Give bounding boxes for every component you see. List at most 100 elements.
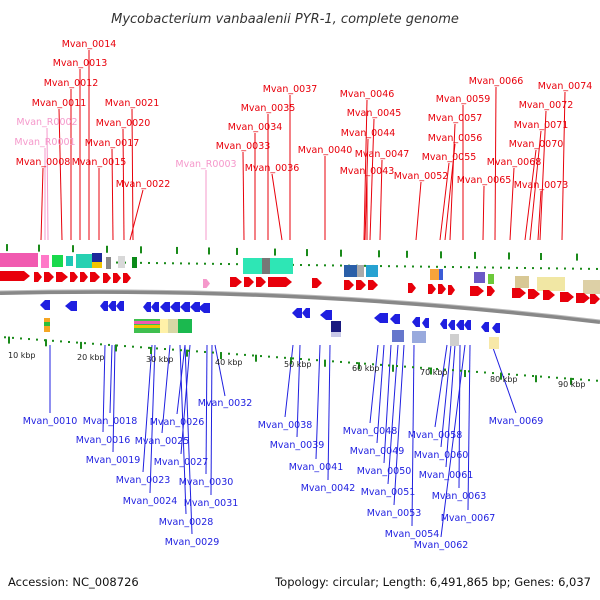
feature-box (474, 272, 485, 283)
leader-line (411, 344, 415, 527)
leader-line (379, 159, 383, 241)
feature-box (488, 274, 494, 284)
gene-label: Mvan_0030 (179, 477, 234, 488)
gene-label: Mvan_0071 (514, 120, 569, 131)
gene-label: Mvan_0051 (361, 487, 416, 498)
gene-arrow (116, 301, 124, 311)
gene-label: Mvan_0015 (72, 157, 127, 168)
gene-arrow (344, 280, 354, 290)
gene-arrow (492, 323, 500, 333)
gene-arrow (143, 302, 151, 312)
gene-label: Mvan_0063 (432, 491, 487, 502)
gene-arrow (560, 292, 574, 302)
gene-label: Mvan_0018 (83, 416, 138, 427)
gene-arrow (438, 284, 446, 294)
gene-label: Mvan_0032 (198, 398, 253, 409)
gene-arrow (412, 317, 420, 327)
leader-line (214, 344, 226, 397)
leader-line (439, 162, 450, 241)
feature-box (331, 332, 341, 337)
gene-arrow (56, 272, 68, 282)
gene-label: Mvan_0036 (245, 163, 300, 174)
leader-line (161, 344, 171, 434)
feature-box (515, 276, 529, 288)
gene-arrow (170, 302, 180, 312)
gene-arrow (422, 318, 429, 328)
gene-label: Mvan_0017 (85, 138, 140, 149)
leader-line (142, 344, 153, 473)
leader-line (387, 344, 399, 485)
leader-line (271, 173, 283, 241)
leader-line (369, 118, 375, 241)
gene-label: Mvan_R0003 (175, 159, 236, 170)
gene-arrow (203, 279, 210, 288)
genome-summary: Topology: circular; Length: 6,491,865 bp… (274, 575, 591, 589)
feature-box (537, 277, 565, 291)
feature-box (583, 280, 600, 294)
gene-arrow (292, 308, 302, 318)
leader-line (449, 123, 456, 241)
gene-label: Mvan_R0001 (14, 137, 75, 148)
leader-line (179, 344, 187, 515)
gene-label: Mvan_0037 (263, 84, 318, 95)
gene-arrow (108, 301, 116, 311)
gene-arrow (320, 310, 332, 320)
gene-arrow (356, 280, 366, 290)
leader-line (440, 344, 452, 448)
feature-box (344, 265, 357, 277)
gene-arrow (440, 319, 447, 329)
gene-arrow (374, 313, 388, 323)
gene-label: Mvan_0029 (165, 537, 220, 548)
gene-arrow (481, 322, 489, 332)
gene-arrow (448, 285, 455, 295)
gene-label: Mvan_0055 (422, 152, 477, 163)
gene-arrow (34, 272, 42, 282)
gene-label: Mvan_0045 (347, 108, 402, 119)
gene-arrow (576, 293, 590, 303)
feature-box (439, 269, 443, 280)
feature-box (412, 331, 426, 343)
gene-label: Mvan_R0002 (16, 117, 77, 128)
scale-label: 80 kbp (490, 375, 518, 384)
gene-label: Mvan_0021 (105, 98, 160, 109)
gene-label: Mvan_0070 (509, 139, 564, 150)
gene-label: Mvan_0027 (154, 457, 209, 468)
gene-arrow (302, 308, 310, 318)
gene-arrow (487, 286, 495, 296)
leader-line (524, 149, 537, 241)
bottom-label-leaders (49, 344, 517, 538)
gene-label: Mvan_0020 (96, 118, 151, 129)
forward-strand-genes (0, 271, 600, 304)
leader-line (440, 344, 466, 538)
leader-line (327, 344, 331, 481)
gene-arrow (390, 314, 400, 324)
leader-line (415, 181, 422, 241)
gene-label: Mvan_0038 (258, 420, 313, 431)
gene-label: Mvan_0046 (340, 89, 395, 100)
feature-box (160, 319, 168, 333)
gene-label: Mvan_0014 (62, 39, 117, 50)
feature-box (489, 337, 499, 349)
gene-arrow (0, 271, 30, 281)
gene-label: Mvan_0043 (340, 166, 395, 177)
gene-label: Mvan_0048 (343, 426, 398, 437)
gene-label: Mvan_0010 (23, 416, 78, 427)
feature-box (450, 334, 459, 346)
gene-arrow (456, 320, 464, 330)
gene-label: Mvan_0061 (419, 470, 474, 481)
gene-arrow (464, 320, 471, 330)
feature-box (178, 319, 192, 333)
gene-label: Mvan_0022 (116, 179, 171, 190)
feature-box (134, 325, 160, 328)
leader-line (40, 167, 44, 241)
gene-label: Mvan_0044 (341, 128, 396, 139)
gene-label: Mvan_0024 (123, 496, 178, 507)
gene-arrow (44, 272, 54, 282)
feature-box (430, 269, 439, 280)
feature-box (118, 256, 125, 268)
gene-label: Mvan_0049 (350, 446, 405, 457)
gene-arrow (160, 302, 170, 312)
gene-arrow (528, 289, 540, 299)
gene-arrow (448, 320, 455, 330)
